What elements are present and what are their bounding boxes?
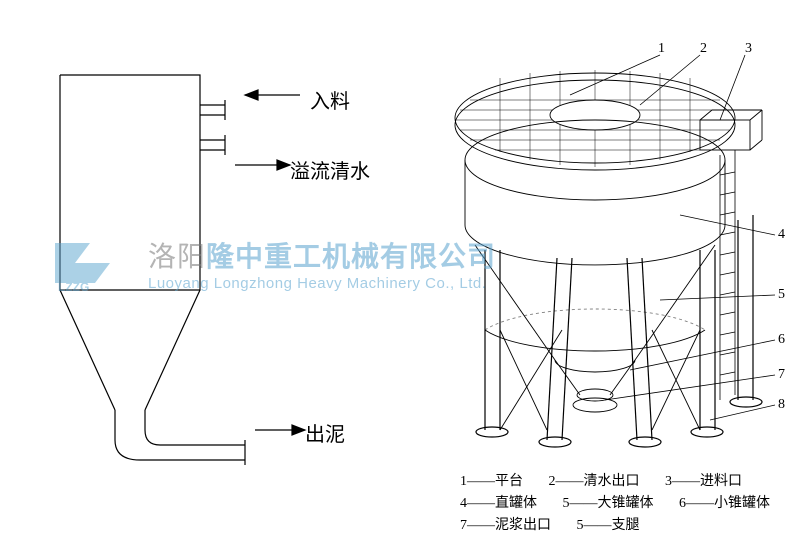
svg-text:LZZG: LZZG: [58, 280, 89, 293]
legend-0-0: 1——平台: [460, 470, 523, 490]
callout-2: 2: [700, 41, 707, 56]
legend-row-1: 4——直罐体 5——大锥罐体 6——小锥罐体: [460, 492, 792, 512]
callout-5: 5: [778, 287, 785, 302]
legend-0-1: 2——清水出口: [549, 470, 640, 490]
legend-1-1: 5——大锥罐体: [563, 492, 654, 512]
callout-3: 3: [745, 41, 752, 56]
legend-row-2: 7——泥浆出口 5——支腿: [460, 514, 687, 534]
watermark-logo: LZZG: [50, 238, 140, 293]
callout-6: 6: [778, 332, 785, 347]
watermark-line2: Luoyang Longzhong Heavy Machinery Co., L…: [148, 275, 486, 292]
legend-1-0: 4——直罐体: [460, 492, 537, 512]
legend-2-1: 5——支腿: [577, 514, 640, 534]
legend-2-0: 7——泥浆出口: [460, 514, 551, 534]
callout-8: 8: [778, 397, 785, 412]
legend-row-0: 1——平台 2——清水出口 3——进料口: [460, 470, 764, 490]
callout-7: 7: [778, 367, 785, 382]
legend-1-2: 6——小锥罐体: [679, 492, 770, 512]
legend-0-2: 3——进料口: [665, 470, 742, 490]
callout-4: 4: [778, 227, 785, 242]
callout-1: 1: [658, 41, 665, 56]
